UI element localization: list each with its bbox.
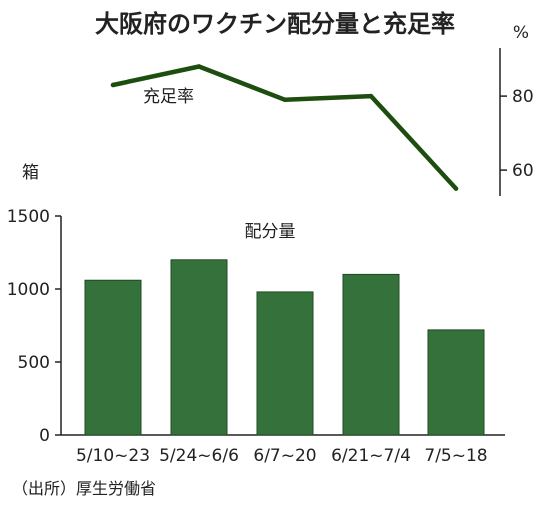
fill-rate-tick-label: 60 bbox=[512, 161, 534, 181]
allocation-tick-label: 1000 bbox=[7, 280, 50, 300]
fill-rate-panel: % 充足率 60 80 bbox=[110, 23, 534, 196]
fill-rate-label: 充足率 bbox=[143, 87, 194, 107]
fill-rate-unit: % bbox=[513, 23, 529, 43]
allocation-bar bbox=[84, 279, 142, 436]
fill-rate-point bbox=[282, 97, 288, 103]
allocation-bar bbox=[170, 259, 228, 436]
fill-rate-series-line bbox=[110, 64, 459, 191]
category-label: 7/5~18 bbox=[424, 446, 487, 466]
allocation-panel: 箱 配分量 0 500 1000 1500 5/10~23 5/24~6/6 6/7~20… bbox=[7, 163, 505, 466]
allocation-unit: 箱 bbox=[22, 163, 39, 183]
fill-rate-point bbox=[453, 186, 459, 191]
fill-rate-point bbox=[110, 82, 116, 88]
category-label: 6/21~7/4 bbox=[331, 446, 411, 466]
fill-rate-point bbox=[196, 64, 202, 69]
category-label: 6/7~20 bbox=[253, 446, 316, 466]
allocation-label: 配分量 bbox=[245, 222, 296, 242]
source-note: （出所）厚生労働省 bbox=[12, 479, 156, 498]
fill-rate-point bbox=[368, 93, 374, 99]
category-label: 5/24~6/6 bbox=[159, 446, 239, 466]
allocation-tick-label: 0 bbox=[39, 426, 50, 446]
allocation-tick-label: 1500 bbox=[7, 207, 50, 227]
category-label: 5/10~23 bbox=[76, 446, 150, 466]
fill-rate-tick-label: 80 bbox=[512, 87, 534, 107]
allocation-bar bbox=[427, 329, 485, 436]
chart-title: 大阪府のワクチン配分量と充足率 bbox=[95, 10, 455, 38]
allocation-bar bbox=[342, 273, 400, 436]
allocation-bar bbox=[256, 291, 314, 436]
allocation-tick-label: 500 bbox=[18, 353, 50, 373]
